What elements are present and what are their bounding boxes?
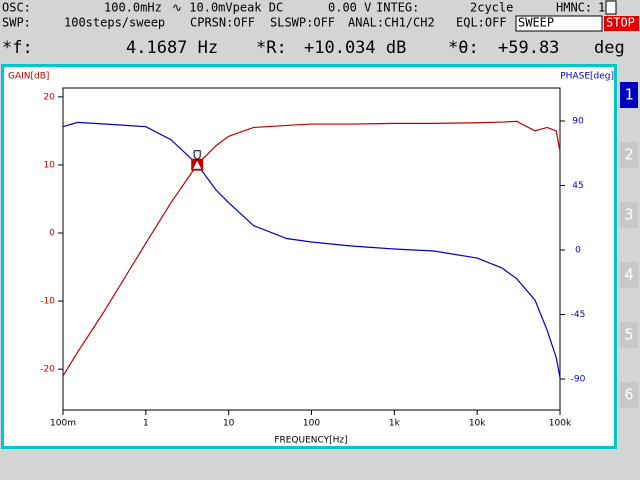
y2-tick-label: -45: [571, 310, 586, 320]
hmnc-label: HMNC:: [556, 1, 592, 15]
osc-label: OSC:: [2, 1, 31, 15]
x-tick-label: 10k: [469, 419, 486, 429]
tab[interactable]: [620, 202, 638, 228]
tab-label[interactable]: 5: [624, 326, 633, 344]
tab-label[interactable]: 1: [624, 86, 633, 104]
cursor-triangle: [193, 160, 202, 169]
y2-tick-label: 90: [572, 116, 584, 126]
stop-text[interactable]: STOP: [606, 16, 635, 30]
y-tick-label: -20: [40, 365, 55, 375]
tab-label[interactable]: 4: [624, 266, 633, 284]
tab-label[interactable]: 2: [624, 146, 633, 164]
y-tick-label: -10: [40, 297, 55, 307]
sweep-text[interactable]: SWEEP: [518, 16, 554, 30]
chart-frame: [1, 64, 617, 449]
series-line: [62, 120, 561, 377]
slswp: SLSWP:OFF: [270, 16, 335, 30]
x-tick-label: 1: [143, 419, 149, 429]
tab[interactable]: [620, 382, 638, 408]
x-axis-label: FREQUENCY[Hz]: [274, 436, 347, 446]
y2-axis-label: PHASE[deg]: [560, 72, 614, 82]
stop-button[interactable]: [604, 16, 639, 31]
theta-label: *θ:: [448, 38, 479, 58]
x-tick-label: 10: [223, 419, 235, 429]
tab-label[interactable]: 3: [624, 206, 633, 224]
f-value: 4.1687 Hz: [126, 38, 218, 58]
swp-steps: 100steps/sweep: [64, 16, 165, 30]
hmnc-box: [605, 0, 617, 15]
osc-freq: 100.0mHz: [104, 1, 162, 15]
tab[interactable]: [620, 322, 638, 348]
osc-dc: 0.00 V: [328, 1, 371, 15]
eql: EQL:OFF: [456, 16, 507, 30]
y-tick-label: 20: [44, 92, 56, 102]
theta-value: +59.83: [498, 38, 559, 58]
r-value: +10.034 dB: [304, 38, 406, 58]
cprsn: CPRSN:OFF: [190, 16, 255, 30]
y2-tick-label: 0: [575, 246, 581, 256]
tab[interactable]: [620, 262, 638, 288]
x-tick-label: 100m: [50, 419, 76, 429]
swp-label: SWP:: [2, 16, 31, 30]
hmnc-value: 1: [598, 1, 605, 15]
y-tick-label: 0: [49, 229, 55, 239]
r-label: *R:: [256, 38, 287, 58]
tab[interactable]: [620, 82, 638, 108]
x-tick-label: 100k: [549, 419, 572, 429]
x-tick-label: 1k: [389, 419, 401, 429]
tab-label[interactable]: 6: [624, 386, 633, 404]
series-line: [62, 121, 561, 378]
y-tick-label: 10: [44, 160, 56, 170]
integ-value: 2cycle: [470, 1, 513, 15]
y-axis-label: GAIN[dB]: [8, 72, 49, 82]
theta-unit: deg: [594, 38, 625, 58]
sweep-button[interactable]: [515, 15, 603, 32]
tab[interactable]: [620, 142, 638, 168]
integ-label: INTEG:: [376, 1, 419, 15]
y2-tick-label: -90: [571, 375, 586, 385]
y2-tick-label: 45: [572, 181, 583, 191]
x-tick-label: 100: [303, 419, 320, 429]
anal: ANAL:CH1/CH2: [348, 16, 435, 30]
f-label: *f:: [2, 38, 33, 58]
osc-amp: ∿ 10.0mVpeak DC: [172, 1, 283, 15]
cursor-pointer: [193, 150, 201, 161]
